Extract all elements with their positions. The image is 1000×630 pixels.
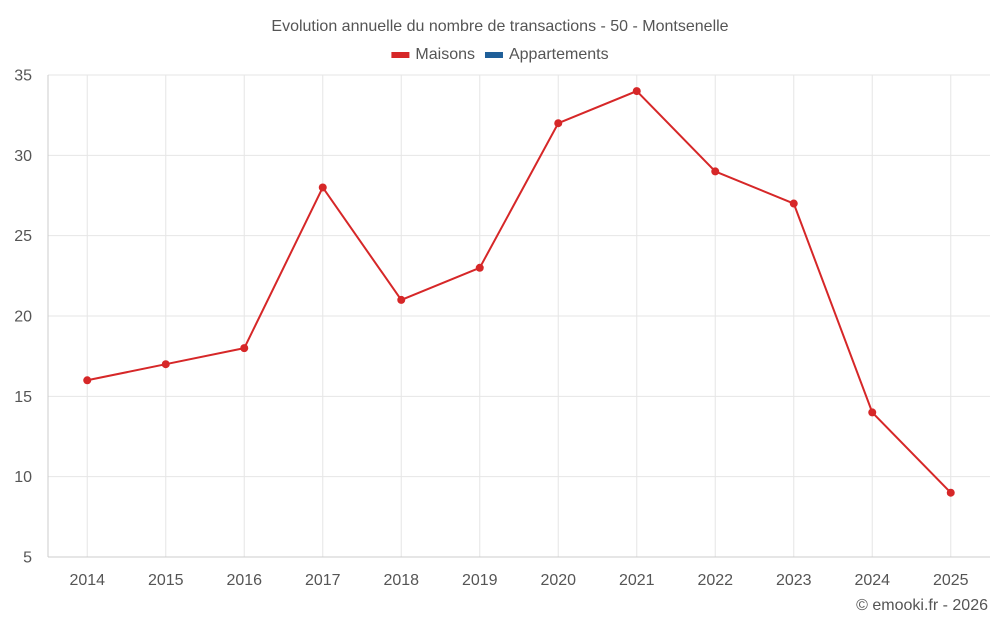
x-tick-label: 2015 <box>148 572 184 589</box>
y-axis: 5 10 15 20 25 30 35 <box>14 68 49 567</box>
x-tick-label: 2019 <box>462 572 498 589</box>
x-tick-label: 2023 <box>776 572 812 589</box>
chart-title: Evolution annuelle du nombre de transact… <box>271 18 728 35</box>
y-tick-label: 15 <box>14 389 32 406</box>
x-tick-label: 2018 <box>383 572 419 589</box>
legend-item-maisons: Maisons <box>391 46 475 63</box>
y-tick-label: 20 <box>14 309 32 326</box>
series-layer <box>83 87 955 497</box>
data-point <box>946 488 955 497</box>
x-tick-label: 2021 <box>619 572 655 589</box>
x-tick-label: 2025 <box>933 572 969 589</box>
data-point <box>475 263 484 272</box>
y-tick-label: 10 <box>14 469 32 486</box>
x-tick-label: 2016 <box>226 572 262 589</box>
legend-item-appartements: Appartements <box>484 46 609 63</box>
y-tick-label: 30 <box>14 148 32 165</box>
data-point <box>161 360 170 369</box>
data-point <box>397 295 406 304</box>
data-point <box>711 167 720 176</box>
data-point <box>318 183 327 192</box>
data-point <box>868 408 877 417</box>
x-tick-label: 2017 <box>305 572 341 589</box>
series-line-maisons <box>87 90 952 494</box>
x-tick-label: 2024 <box>854 572 890 589</box>
data-point <box>83 376 92 385</box>
x-tick-label: 2022 <box>697 572 733 589</box>
data-point <box>632 87 641 96</box>
legend-label: Appartements <box>509 46 609 63</box>
x-tick-label: 2014 <box>69 572 105 589</box>
y-tick-label: 5 <box>23 550 32 567</box>
grid <box>48 74 990 557</box>
legend-swatch <box>484 52 503 58</box>
legend: Maisons Appartements <box>391 46 609 63</box>
legend-label: Maisons <box>415 46 475 63</box>
data-point <box>789 199 798 208</box>
data-point <box>240 344 249 353</box>
y-tick-label: 35 <box>14 68 32 85</box>
y-tick-label: 25 <box>14 228 32 245</box>
credit-text: © emooki.fr - 2026 <box>856 597 988 614</box>
data-point <box>554 119 563 128</box>
x-tick-label: 2020 <box>540 572 576 589</box>
x-axis: 2014 2015 2016 2017 2018 2019 2020 2021 2022 2023… <box>48 556 990 589</box>
legend-swatch <box>391 52 410 58</box>
